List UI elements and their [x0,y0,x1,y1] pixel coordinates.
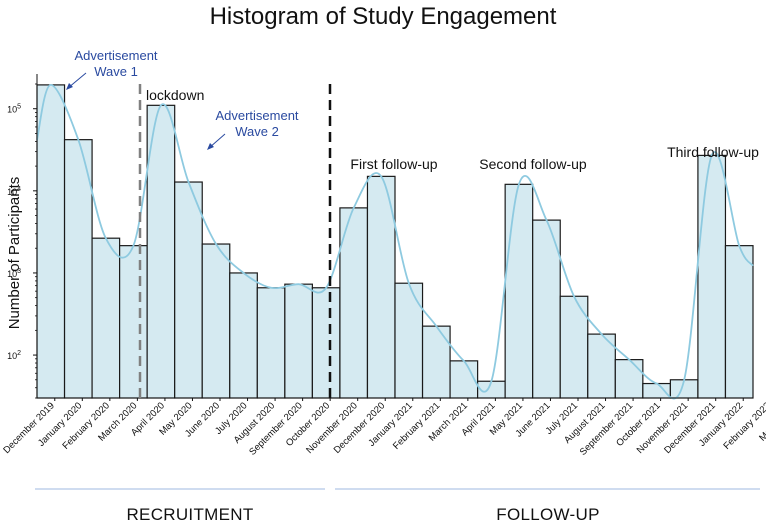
followup-section-label: FOLLOW-UP [496,505,599,524]
lockdown-label: lockdown [146,87,204,103]
kde-curve [36,83,754,400]
bar [91,237,121,399]
second-followup-label: Second follow-up [479,156,587,172]
bar [201,243,231,399]
y-tick-label: 103 [7,268,21,279]
third-followup-label: Third follow-up [667,144,759,160]
wave1-annotation-line1: Advertisement [74,48,157,63]
bar [119,245,148,399]
bar [146,104,176,399]
bar [311,287,341,399]
y-tick-label: 104 [7,186,21,197]
bar [256,287,286,399]
bar [63,139,93,399]
wave2-annotation-line1: Advertisement [215,108,298,123]
bar [697,154,727,399]
bar [587,333,616,399]
bar [394,282,424,399]
kde-curve-group [36,83,754,400]
bars-group [36,84,754,399]
bar [284,283,313,399]
bar [642,382,671,399]
y-axis: 105 104 103 102 [7,74,38,399]
bar [504,183,534,399]
chart-title: Histogram of Study Engagement [210,3,557,30]
bar [229,272,258,399]
wave1-arrowhead-icon [66,83,73,90]
recruitment-section-label: RECRUITMENT [126,505,253,524]
first-followup-label: First follow-up [350,156,437,172]
wave2-annotation-line2: Wave 2 [235,124,279,139]
wave2-arrowhead-icon [207,143,214,150]
bar [174,181,203,399]
bar [36,84,66,399]
bar [614,359,644,399]
bar [421,325,451,399]
y-tick-label: 105 [7,104,21,115]
y-axis-label: Number of Participants [6,177,23,330]
wave1-annotation-line2: Wave 1 [94,64,138,79]
y-tick-label: 102 [7,350,21,361]
bar [724,245,754,399]
